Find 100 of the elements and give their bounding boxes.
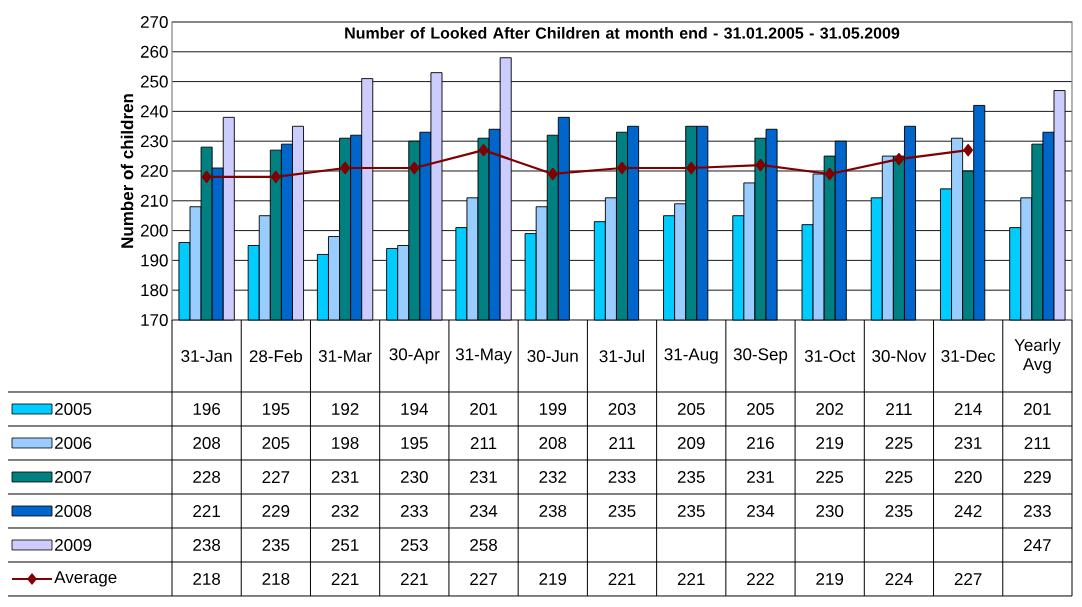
point [617,161,627,175]
data-label: 230 [816,504,844,518]
data-label: 225 [885,470,913,484]
data-label: 219 [816,436,844,450]
x-tick-label: 31-Mar [318,349,372,363]
legend-label: Average [54,571,117,587]
data-label: 218 [262,572,290,586]
legend-label: 2005 [55,402,92,416]
data-label: 230 [401,470,428,484]
data-label: 216 [747,436,774,450]
data-label: 238 [539,504,567,518]
data-label: 222 [747,573,774,585]
data-label: 231 [331,470,359,484]
point [409,161,420,175]
x-tick-label: 30-Apr [389,348,440,364]
data-label: 232 [539,470,567,484]
y-tick-label: 230 [140,135,168,148]
point [547,167,558,181]
data-label: 221 [193,505,220,517]
data-label: 233 [608,470,636,484]
data-label: 202 [816,402,844,416]
data-label: 233 [401,504,428,518]
data-label: 194 [401,402,428,416]
point [755,158,766,172]
data-label: 195 [262,402,290,416]
data-label: 251 [331,538,359,552]
data-label: 220 [954,470,982,484]
data-label: 205 [747,402,774,416]
data-label: 195 [401,436,428,450]
y-tick-label: 200 [140,224,168,237]
data-label: 235 [262,538,290,552]
point [894,152,904,166]
y-tick-label: 210 [140,194,168,207]
y-tick-label: 180 [141,284,168,297]
point [271,170,281,184]
data-label: 225 [885,436,913,450]
data-label: 234 [747,504,775,518]
legend-label: 2008 [55,504,92,518]
y-tick-label: 190 [141,254,168,267]
point [478,144,489,157]
x-tick-label: 31-Jan [181,349,232,363]
data-label: 209 [677,436,705,450]
data-label: 225 [816,470,844,484]
data-label: 229 [262,504,290,518]
data-label: 211 [1024,437,1051,449]
data-label: 205 [262,436,290,450]
data-label: 219 [539,572,567,586]
data-label: 227 [262,471,290,483]
data-label: 229 [1024,470,1051,484]
y-tick-label: 250 [140,75,168,88]
x-tick-label: 31-Aug [664,348,718,364]
data-label: 214 [954,403,982,415]
y-tick-label: 220 [140,164,168,178]
x-tick-label: 30-Jun [527,349,578,363]
data-label: 201 [470,402,497,416]
data-label: 235 [677,470,705,484]
data-label: 233 [1024,504,1051,518]
data-label: 242 [954,505,982,517]
data-label: 221 [331,573,359,585]
point [686,161,697,175]
data-label: 247 [1024,539,1051,551]
data-label: 203 [608,402,636,416]
y-tick-label: 170 [141,313,168,327]
data-label: 211 [470,437,497,449]
legend-label: 2006 [55,436,92,450]
data-label: 196 [193,402,221,416]
x-tick-label: Yearly Avg [1014,338,1061,374]
point [201,170,212,184]
data-label: 232 [331,504,359,518]
x-tick-label: 31-May [455,348,512,364]
data-label: 205 [677,402,705,416]
data-label: 228 [193,470,221,484]
data-label: 235 [677,504,705,518]
point [340,161,350,175]
data-label: 224 [885,573,913,585]
legend-label: 2007 [55,470,92,484]
data-label: 208 [193,436,221,450]
data-label: 221 [677,573,705,585]
data-label: 231 [954,436,982,450]
data-label: 238 [193,538,221,552]
point [824,167,835,181]
data-label: 227 [954,573,982,585]
y-tick-label: 270 [140,15,168,29]
data-label: 235 [608,504,636,518]
data-label: 235 [885,504,913,518]
data-label: 221 [608,573,636,585]
x-tick-label: 31-Oct [804,349,856,363]
point [963,144,974,157]
data-label: 218 [193,572,221,586]
y-tick-label: 240 [140,105,168,118]
data-label: 199 [539,402,567,416]
data-label: 253 [401,538,428,552]
chart-title: Number of Looked After Children at month end - 31.01.2005 - 31.05.2009 [345,27,900,39]
x-tick-label: 30-Nov [872,349,927,363]
data-label: 231 [747,470,774,484]
data-label: 227 [470,573,497,585]
data-label: 192 [332,402,359,416]
data-label: 231 [470,470,497,484]
data-label: 211 [886,403,912,415]
data-label: 198 [332,436,359,450]
